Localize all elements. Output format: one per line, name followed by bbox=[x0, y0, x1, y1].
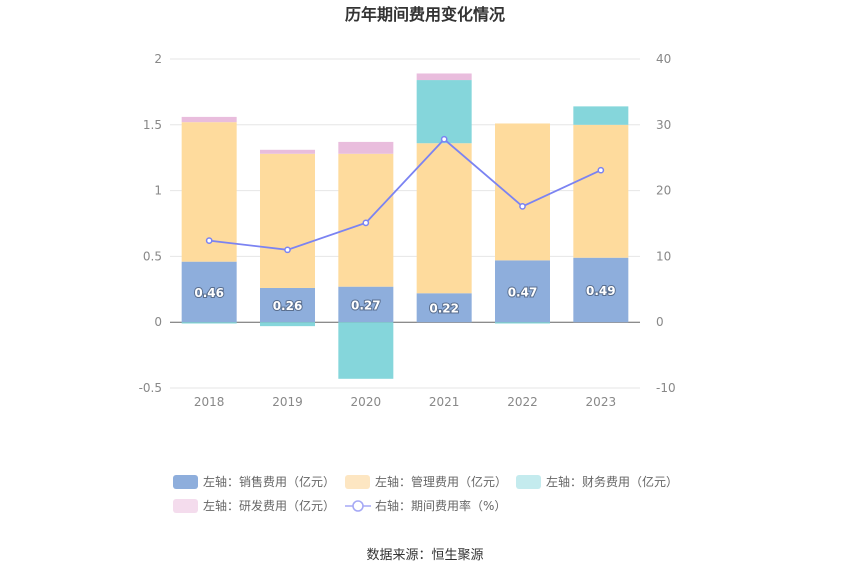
legend-label: 左轴：研发费用（亿元） bbox=[203, 498, 335, 513]
y-right-tick-label: 30 bbox=[656, 118, 671, 132]
x-tick-label: 2021 bbox=[429, 395, 460, 409]
bar-segment bbox=[416, 80, 472, 144]
bar-segment bbox=[573, 257, 629, 323]
y-right-tick-label: -10 bbox=[656, 381, 676, 395]
x-tick-label: 2022 bbox=[507, 395, 538, 409]
data-label: 0.26 bbox=[273, 299, 303, 313]
axes: -0.5 0 0.5 1 1.5 2 -10 0 10 20 30 40 2018 2019 2020 202… bbox=[139, 52, 676, 409]
bar-segment bbox=[260, 322, 315, 327]
rate-point bbox=[284, 246, 291, 254]
data-label: 0.49 bbox=[586, 284, 616, 298]
bar-segment bbox=[416, 73, 472, 81]
bars bbox=[181, 73, 629, 379]
legend-label: 左轴：销售费用（亿元） bbox=[203, 474, 335, 489]
data-label: 0.27 bbox=[351, 298, 381, 312]
bar-segment bbox=[181, 322, 237, 324]
bar-segment bbox=[181, 116, 237, 123]
bar-segment bbox=[181, 261, 237, 323]
bar-segment bbox=[338, 322, 394, 379]
x-tick-label: 2018 bbox=[194, 395, 225, 409]
x-tick-label: 2020 bbox=[351, 395, 382, 409]
rate-line bbox=[209, 138, 602, 251]
bar-segment bbox=[495, 123, 550, 261]
chart-title: 历年期间费用变化情况 bbox=[345, 5, 505, 24]
y-left-tick-label: 2 bbox=[154, 52, 162, 66]
legend-swatch bbox=[173, 475, 198, 489]
rate-point bbox=[440, 135, 448, 143]
y-left-tick-label: 0 bbox=[154, 315, 162, 329]
legend-label: 左轴：管理费用（亿元） bbox=[375, 474, 507, 489]
bar-segment bbox=[260, 149, 315, 154]
legend-swatch bbox=[516, 475, 541, 489]
y-right-tick-label: 10 bbox=[656, 249, 671, 263]
legend-label: 右轴：期间费用率（%） bbox=[375, 498, 506, 513]
bar-segment bbox=[416, 293, 472, 323]
rate-point bbox=[519, 203, 526, 210]
legend-swatch bbox=[345, 475, 370, 489]
line-series bbox=[205, 135, 605, 254]
y-left-tick-label: 0.5 bbox=[143, 249, 162, 263]
bar-segment bbox=[495, 322, 550, 324]
y-left-tick-label: 1 bbox=[154, 184, 162, 198]
source-note: 数据来源：恒生聚源 bbox=[366, 548, 483, 563]
legend-label: 左轴：财务费用（亿元） bbox=[546, 474, 678, 489]
data-label: 0.47 bbox=[508, 285, 538, 299]
bar-segment bbox=[260, 153, 315, 288]
bar-segment bbox=[338, 141, 394, 154]
y-right-tick-label: 0 bbox=[656, 315, 664, 329]
y-left-tick-label: -0.5 bbox=[139, 381, 162, 395]
rate-point bbox=[362, 219, 370, 227]
data-label: 0.22 bbox=[429, 302, 459, 316]
x-tick-label: 2019 bbox=[272, 395, 303, 409]
legend-swatch bbox=[173, 499, 198, 513]
y-right-tick-label: 40 bbox=[656, 52, 671, 66]
grid bbox=[170, 58, 640, 389]
bar-segment bbox=[260, 287, 315, 323]
rate-point bbox=[205, 237, 213, 244]
bar-segment bbox=[416, 143, 472, 294]
data-labels: 0.46 0.26 0.27 0.22 0.47 0.49 bbox=[193, 283, 616, 317]
bar-segment bbox=[573, 124, 629, 258]
legend: 左轴：销售费用（亿元） 左轴：管理费用（亿元） 左轴：财务费用（亿元） 左轴：研发费用… bbox=[173, 474, 678, 513]
bar-segment bbox=[495, 260, 550, 323]
y-right-tick-label: 20 bbox=[656, 184, 671, 198]
rate-point bbox=[597, 166, 605, 174]
y-left-tick-label: 1.5 bbox=[143, 118, 162, 132]
x-tick-label: 2023 bbox=[586, 395, 617, 409]
bar-segment bbox=[573, 106, 629, 125]
bar-segment bbox=[338, 286, 394, 323]
legend-line-marker bbox=[352, 500, 364, 512]
data-label: 0.46 bbox=[194, 286, 224, 300]
